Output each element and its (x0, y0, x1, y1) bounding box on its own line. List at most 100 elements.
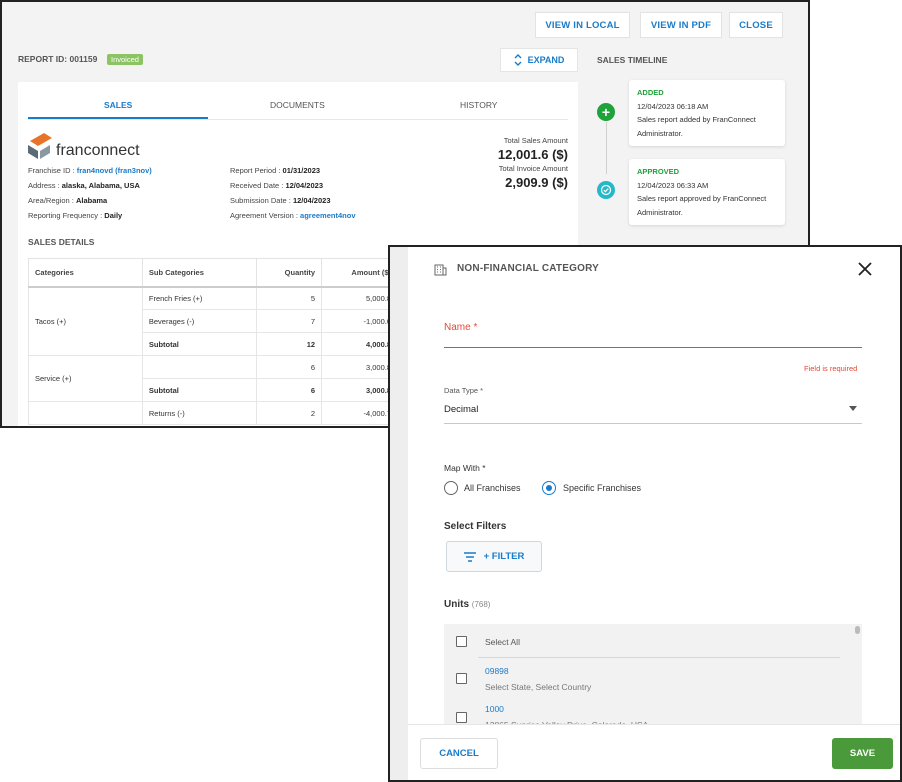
view-in-local-button[interactable]: VIEW IN LOCAL (535, 12, 630, 38)
received-date: Received Date : 12/04/2023 (230, 181, 323, 190)
timeline-connector (606, 122, 607, 174)
expand-button[interactable]: EXPAND (500, 48, 578, 72)
units-title: Units (768) (444, 599, 491, 610)
quantity-cell: 6 (255, 378, 323, 402)
submission-date: Submission Date : 12/04/2023 (230, 196, 331, 205)
column-header: Amount ($) (321, 258, 398, 288)
radio-all-franchises[interactable] (444, 481, 458, 495)
sales-details-table: Categories Sub Categories Quantity Amoun… (28, 258, 398, 425)
amount-cell: -1,000.0 (321, 309, 398, 333)
subcategory-cell: Subtotal (141, 332, 257, 356)
report-id: REPORT ID: 001159 (18, 54, 98, 64)
table-row-subtotal: Subtotal 6 3,000.8 (29, 378, 398, 402)
table-header-row: Categories Sub Categories Quantity Amoun… (28, 258, 398, 288)
radio-specific-franchises-label[interactable]: Specific Franchises (563, 483, 642, 493)
timeline-text: Sales report approved by FranConnect Adm… (637, 194, 767, 217)
name-field[interactable] (444, 335, 862, 347)
total-sales-label: Total Sales Amount (503, 136, 568, 145)
total-invoice-value: 2,909.9 ($) (505, 175, 568, 190)
units-list[interactable]: Select All 09898 Select State, Select Co… (444, 624, 862, 734)
unit-checkbox[interactable] (456, 712, 467, 723)
subcategory-cell: Subtotal (141, 378, 257, 402)
timeline-card-added: ADDED 12/04/2023 06:18 AM Sales report a… (629, 80, 785, 146)
subcategory-cell: Beverages (-) (141, 309, 257, 333)
map-with-label: Map With * (444, 463, 486, 473)
add-filter-button[interactable]: + FILTER (446, 541, 542, 572)
units-scrollbar[interactable] (855, 626, 860, 634)
data-type-underline (444, 423, 862, 424)
cancel-button[interactable]: CANCEL (420, 738, 498, 769)
modal-title: NON-FINANCIAL CATEGORY (457, 263, 599, 274)
radio-all-franchises-label[interactable]: All Franchises (464, 483, 521, 493)
amount-cell: 5,000.8 (321, 286, 398, 310)
total-invoice-label: Total Invoice Amount (498, 164, 568, 173)
select-all-checkbox[interactable] (456, 636, 467, 647)
units-count: (768) (471, 600, 491, 609)
amount-cell: 4,000.8 (321, 332, 398, 356)
sales-details-title: SALES DETAILS (28, 237, 95, 247)
name-field-underline (444, 347, 862, 348)
tab-divider (28, 119, 568, 120)
quantity-cell: 7 (255, 309, 323, 333)
data-type-label: Data Type * (444, 386, 484, 395)
column-header: Sub Categories (141, 258, 257, 288)
units-divider (478, 657, 840, 658)
column-header: Categories (28, 258, 143, 288)
report-period: Report Period : 01/31/2023 (230, 166, 321, 175)
unit-name-link[interactable]: 1000 (485, 704, 504, 714)
subcategory-cell: French Fries (+) (141, 286, 257, 310)
close-icon[interactable] (856, 260, 874, 278)
quantity-cell: 12 (255, 332, 323, 356)
franchise-id: Franchise ID : fran4novd (fran3nov) (28, 166, 152, 175)
category-cell: Tacos (+) (28, 286, 143, 356)
status-badge: Invoiced (107, 54, 143, 65)
amount-cell: 3,000.8 (321, 378, 398, 402)
sales-timeline-title: SALES TIMELINE (597, 55, 668, 65)
quantity-cell: 6 (255, 355, 323, 379)
save-button[interactable]: SAVE (832, 738, 893, 769)
total-sales-value: 12,001.6 ($) (497, 147, 568, 162)
address: Address : alaska, Alabama, USA (28, 181, 140, 190)
area-region: Area/Region : Alabama (28, 196, 108, 205)
amount-cell: -4,000.7 (321, 401, 398, 425)
category-cell (28, 401, 143, 425)
category-cell: Service (+) (28, 355, 143, 402)
radio-specific-franchises[interactable] (542, 481, 556, 495)
unit-name-link[interactable]: 09898 (485, 666, 509, 676)
view-in-pdf-button[interactable]: VIEW IN PDF (640, 12, 722, 38)
tab-sales[interactable]: SALES (104, 100, 133, 110)
timeline-status: APPROVED (637, 167, 680, 176)
table-row-subtotal: Subtotal 12 4,000.8 (29, 332, 398, 356)
timeline-text: Sales report added by FranConnect Admini… (637, 115, 756, 138)
table-row: Tacos (+) French Fries (+) 5 5,000.8 (28, 286, 398, 356)
tab-active-indicator (28, 117, 208, 119)
non-financial-category-modal: NON-FINANCIAL CATEGORY Name * Field is r… (388, 245, 902, 782)
data-type-select[interactable]: Decimal (444, 404, 479, 415)
tab-documents[interactable]: DOCUMENTS (270, 100, 325, 110)
franconnect-logo-icon (28, 133, 52, 159)
plus-circle-icon: + (597, 103, 615, 121)
expand-label: EXPAND (527, 55, 565, 65)
name-field-label: Name * (444, 322, 478, 333)
subcategory-cell (141, 355, 257, 379)
amount-cell: 3,000.8 (321, 355, 398, 379)
select-filters-title: Select Filters (444, 521, 507, 532)
building-icon (434, 264, 447, 276)
reporting-frequency: Reporting Frequency : Daily (28, 211, 123, 220)
table-row: Returns (-) 2 -4,000.7 (28, 401, 398, 425)
unit-address: Select State, Select Country (485, 682, 592, 692)
close-button[interactable]: CLOSE (729, 12, 783, 38)
column-header: Quantity (255, 258, 323, 288)
dropdown-arrow-icon[interactable] (849, 406, 857, 411)
table-row: Service (+) 6 3,000.8 (28, 355, 398, 402)
select-all-label: Select All (485, 637, 520, 647)
modal-gutter (390, 247, 408, 780)
tab-history[interactable]: HISTORY (460, 100, 498, 110)
timeline-card-approved: APPROVED 12/04/2023 06:33 AM Sales repor… (629, 159, 785, 225)
franconnect-logo: franconnect (56, 142, 140, 159)
timeline-date: 12/04/2023 06:18 AM (637, 101, 709, 111)
timeline-status: ADDED (637, 88, 664, 97)
unit-checkbox[interactable] (456, 673, 467, 684)
subcategory-cell: Returns (-) (141, 401, 257, 425)
quantity-cell: 2 (255, 401, 323, 425)
